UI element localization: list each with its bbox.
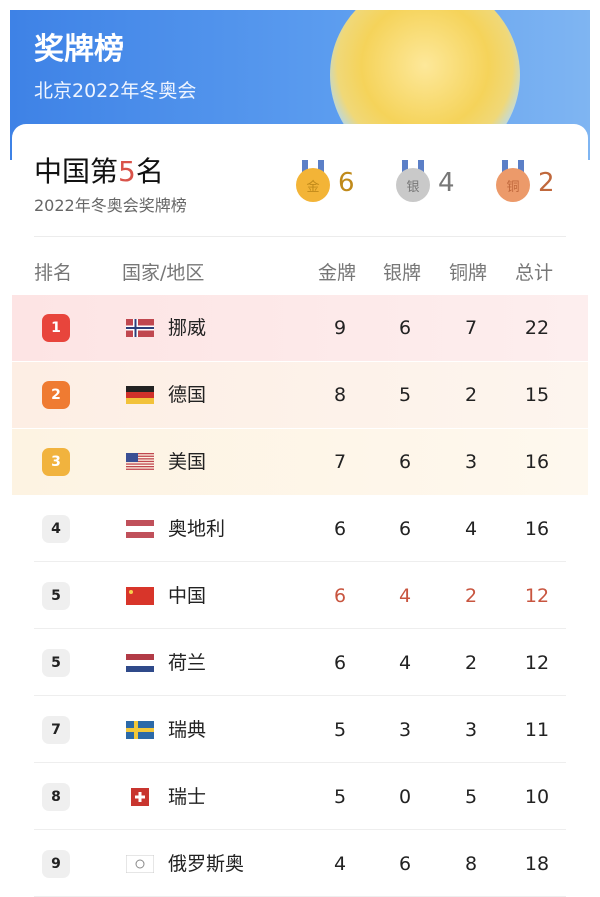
silver-count: 5 bbox=[398, 384, 412, 406]
table-row[interactable]: 7 瑞典 5 3 3 11 bbox=[12, 697, 588, 763]
country-name: 瑞士 bbox=[168, 786, 207, 808]
rank-badge: 5 bbox=[42, 582, 70, 610]
table-row[interactable]: 5 荷兰 6 4 2 12 bbox=[12, 630, 588, 696]
bronze-count: 3 bbox=[464, 451, 478, 473]
china-rank-title: 中国第5名 bbox=[34, 155, 164, 188]
silver-count: 6 bbox=[398, 317, 412, 339]
total-count: 12 bbox=[524, 585, 550, 607]
row-divider bbox=[34, 829, 566, 830]
gold-count: 6 bbox=[333, 652, 347, 674]
bronze-count: 2 bbox=[538, 168, 555, 198]
silver-count: 0 bbox=[398, 786, 412, 808]
row-divider bbox=[34, 762, 566, 763]
china-flag-icon bbox=[126, 587, 154, 605]
total-count: 22 bbox=[524, 317, 550, 339]
silver-count: 3 bbox=[398, 719, 412, 741]
usa-flag-icon bbox=[126, 453, 154, 471]
bronze-count: 2 bbox=[464, 585, 478, 607]
gold-count: 6 bbox=[338, 168, 355, 198]
rank-badge: 2 bbox=[42, 381, 70, 409]
silver-count: 4 bbox=[398, 652, 412, 674]
table-row[interactable]: 5 中国 6 4 2 12 bbox=[12, 563, 588, 629]
bronze-count: 5 bbox=[464, 786, 478, 808]
germany-flag-icon bbox=[126, 386, 154, 404]
silver-count: 6 bbox=[398, 451, 412, 473]
bronze-count: 4 bbox=[464, 518, 478, 540]
norway-flag-icon bbox=[126, 319, 154, 337]
country-name: 瑞典 bbox=[168, 719, 207, 741]
rank-badge: 4 bbox=[42, 515, 70, 543]
switzerland-flag-icon bbox=[126, 788, 154, 806]
bronze-count: 8 bbox=[464, 853, 478, 875]
bronze-count: 3 bbox=[464, 719, 478, 741]
gold-count: 4 bbox=[333, 853, 347, 875]
gold-count: 5 bbox=[333, 786, 347, 808]
table-row[interactable]: 3 美国 7 6 3 16 bbox=[12, 429, 588, 495]
gold-count: 7 bbox=[333, 451, 347, 473]
rank-badge: 1 bbox=[42, 314, 70, 342]
header-gold: 金牌 bbox=[318, 262, 357, 284]
netherlands-flag-icon bbox=[126, 654, 154, 672]
silver-count: 4 bbox=[398, 585, 412, 607]
silver-count: 6 bbox=[398, 853, 412, 875]
gold-count: 9 bbox=[333, 317, 347, 339]
country-name: 荷兰 bbox=[168, 652, 207, 674]
bronze-count: 2 bbox=[464, 652, 478, 674]
rank-badge: 5 bbox=[42, 649, 70, 677]
page-subtitle: 北京2022年冬奥会 bbox=[34, 80, 197, 102]
table-row[interactable]: 8 瑞士 5 0 5 10 bbox=[12, 764, 588, 830]
divider bbox=[34, 236, 566, 237]
roc-flag-icon bbox=[126, 855, 154, 873]
country-name: 德国 bbox=[168, 384, 207, 406]
silver-count: 4 bbox=[438, 168, 455, 198]
total-count: 18 bbox=[524, 853, 550, 875]
page-title: 奖牌榜 bbox=[34, 32, 124, 67]
table-row[interactable]: 9 俄罗斯奥 4 6 8 18 bbox=[12, 831, 588, 897]
silver-count: 6 bbox=[398, 518, 412, 540]
header-country: 国家/地区 bbox=[122, 262, 205, 284]
total-count: 15 bbox=[524, 384, 550, 406]
country-name: 奥地利 bbox=[168, 518, 226, 540]
bronze-count: 2 bbox=[464, 384, 478, 406]
country-name: 美国 bbox=[168, 451, 207, 473]
sweden-flag-icon bbox=[126, 721, 154, 739]
header-bronze: 铜牌 bbox=[449, 262, 488, 284]
austria-flag-icon bbox=[126, 520, 154, 538]
rank-badge: 9 bbox=[42, 850, 70, 878]
bronze-count: 7 bbox=[464, 317, 478, 339]
country-name: 中国 bbox=[168, 585, 207, 607]
total-count: 10 bbox=[524, 786, 550, 808]
row-divider bbox=[34, 695, 566, 696]
summary-subtitle: 2022年冬奥会奖牌榜 bbox=[34, 196, 187, 215]
gold-count: 5 bbox=[333, 719, 347, 741]
rank-badge: 8 bbox=[42, 783, 70, 811]
country-name: 俄罗斯奥 bbox=[168, 853, 245, 875]
bronze-medal-icon: 铜 bbox=[494, 160, 532, 206]
country-name: 挪威 bbox=[168, 317, 207, 339]
total-count: 16 bbox=[524, 518, 550, 540]
gold-count: 8 bbox=[333, 384, 347, 406]
silver-medal-icon: 银 bbox=[394, 160, 432, 206]
header-total: 总计 bbox=[515, 262, 554, 284]
table-row[interactable]: 4 奥地利 6 6 4 16 bbox=[12, 496, 588, 562]
rank-badge: 7 bbox=[42, 716, 70, 744]
total-count: 11 bbox=[524, 719, 550, 741]
gold-count: 6 bbox=[333, 585, 347, 607]
table-row[interactable]: 2 德国 8 5 2 15 bbox=[12, 362, 588, 428]
total-count: 16 bbox=[524, 451, 550, 473]
total-count: 12 bbox=[524, 652, 550, 674]
gold-medal-icon: 金 bbox=[294, 160, 332, 206]
row-divider bbox=[34, 561, 566, 562]
table-row[interactable]: 1 挪威 9 6 7 22 bbox=[12, 295, 588, 361]
rank-badge: 3 bbox=[42, 448, 70, 476]
gold-count: 6 bbox=[333, 518, 347, 540]
row-divider bbox=[34, 628, 566, 629]
header-silver: 银牌 bbox=[383, 262, 422, 284]
header-rank: 排名 bbox=[34, 262, 73, 284]
